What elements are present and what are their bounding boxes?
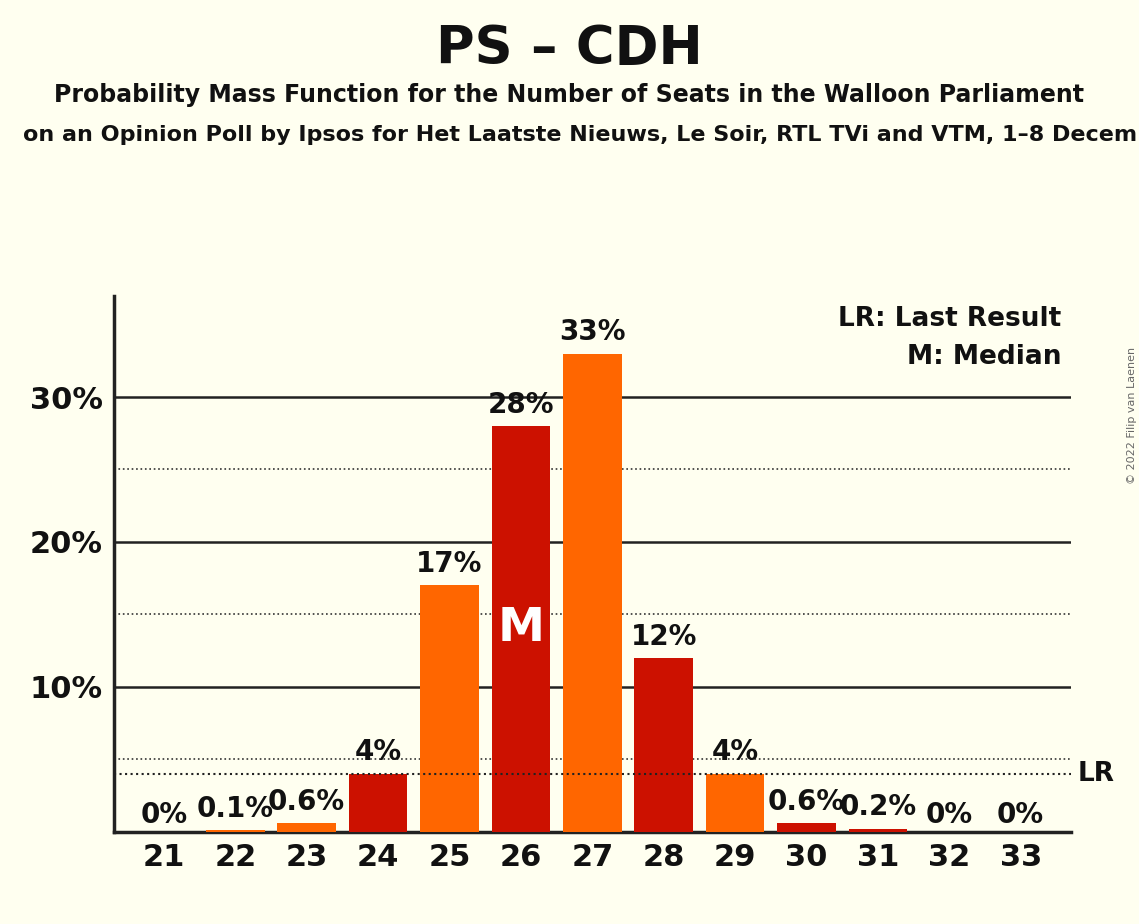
Text: 0.6%: 0.6% <box>268 787 345 816</box>
Text: 4%: 4% <box>712 738 759 766</box>
Text: 12%: 12% <box>631 623 697 650</box>
Bar <box>349 773 408 832</box>
Text: LR: Last Result: LR: Last Result <box>838 307 1062 333</box>
Bar <box>634 658 693 832</box>
Text: 0.6%: 0.6% <box>768 787 845 816</box>
Text: LR: LR <box>1077 760 1115 786</box>
Bar <box>849 829 907 832</box>
Text: 0.2%: 0.2% <box>839 794 917 821</box>
Text: M: Median: M: Median <box>907 344 1062 370</box>
Text: 0.1%: 0.1% <box>197 795 273 823</box>
Text: Probability Mass Function for the Number of Seats in the Walloon Parliament: Probability Mass Function for the Number… <box>55 83 1084 107</box>
Text: © 2022 Filip van Laenen: © 2022 Filip van Laenen <box>1126 347 1137 484</box>
Text: M: M <box>498 606 544 651</box>
Text: 17%: 17% <box>416 550 483 578</box>
Bar <box>563 354 622 832</box>
Bar <box>492 426 550 832</box>
Text: 33%: 33% <box>559 319 625 346</box>
Bar <box>278 823 336 832</box>
Bar <box>706 773 764 832</box>
Text: 4%: 4% <box>354 738 402 766</box>
Text: 28%: 28% <box>487 391 555 419</box>
Text: 0%: 0% <box>140 801 188 830</box>
Text: PS – CDH: PS – CDH <box>436 23 703 75</box>
Bar <box>777 823 836 832</box>
Text: 0%: 0% <box>926 801 973 830</box>
Text: 0%: 0% <box>997 801 1044 830</box>
Text: on an Opinion Poll by Ipsos for Het Laatste Nieuws, Le Soir, RTL TVi and VTM, 1–: on an Opinion Poll by Ipsos for Het Laat… <box>23 125 1139 145</box>
Bar <box>420 586 478 832</box>
Bar <box>206 830 264 832</box>
